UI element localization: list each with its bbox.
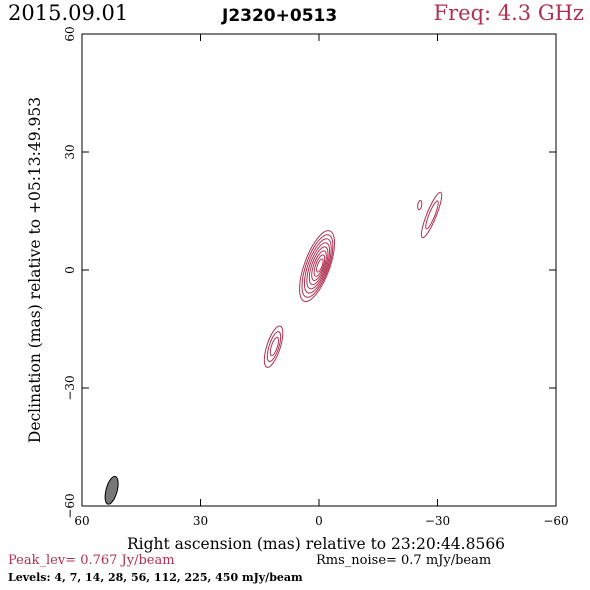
y-tick-label: −60 <box>63 493 77 518</box>
observation-date: 2015.09.01 <box>8 1 129 25</box>
contour-3-level-1 <box>266 331 282 363</box>
y-tick-labels: −60 −30 0 30 60 <box>63 26 77 518</box>
contour-2-level-0 <box>417 199 423 211</box>
contour-layer <box>263 191 443 368</box>
x-tick-label: −60 <box>543 514 568 528</box>
x-axis-label: Right ascension (mas) relative to 23:20:… <box>127 535 505 553</box>
contour-0-level-7 <box>316 258 324 273</box>
plot-frame <box>81 33 557 507</box>
x-tick-label: 0 <box>315 514 323 528</box>
contour-0-level-5 <box>311 250 327 281</box>
contour-1-level-1 <box>425 200 439 230</box>
contour-3-level-0 <box>263 325 284 368</box>
contour-3-level-2 <box>269 336 279 357</box>
contour-1-level-0 <box>420 191 443 239</box>
y-tick-label: 60 <box>63 26 77 41</box>
source-name: J2320+0513 <box>222 6 338 26</box>
axis-ticks <box>81 33 557 507</box>
y-tick-label: 30 <box>63 144 77 159</box>
contour-0-level-0 <box>299 230 335 302</box>
contour-0-level-1 <box>301 234 334 298</box>
y-tick-label: −30 <box>63 375 77 400</box>
frequency-label: Freq: 4.3 GHz <box>433 1 584 25</box>
contour-levels-label: Levels: 4, 7, 14, 28, 56, 112, 225, 450 … <box>8 571 303 584</box>
y-axis-label: Declination (mas) relative to +05:13:49.… <box>26 97 44 443</box>
contour-0-level-3 <box>306 242 331 290</box>
rms-noise-label: Rms_noise= 0.7 mJy/beam <box>316 553 492 568</box>
beam-ellipse <box>104 475 119 505</box>
beam-layer <box>104 475 119 505</box>
contour-0-level-2 <box>303 238 332 294</box>
x-tick-label: 30 <box>193 514 208 528</box>
contour-0-level-4 <box>308 246 329 286</box>
x-tick-labels: 60 30 0 −30 −60 <box>74 514 568 528</box>
x-tick-label: −30 <box>425 514 450 528</box>
contour-0-level-6 <box>313 254 326 277</box>
x-tick-label: 60 <box>74 514 89 528</box>
y-tick-label: 0 <box>63 266 77 274</box>
peak-level-label: Peak_lev= 0.767 Jy/beam <box>8 553 175 568</box>
